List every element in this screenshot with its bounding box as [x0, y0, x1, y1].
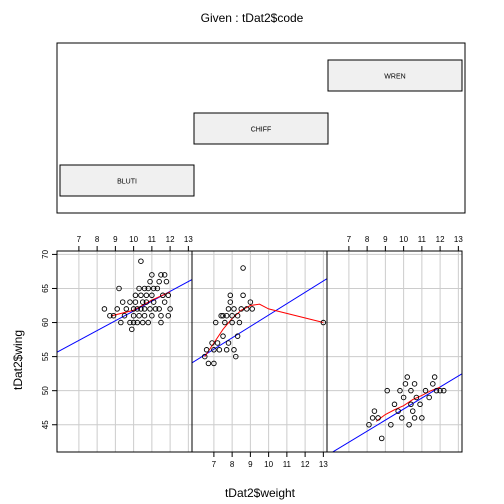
data-point [412, 382, 417, 387]
data-point [204, 347, 209, 352]
data-point [206, 361, 211, 366]
data-point [139, 259, 144, 264]
x-tick-label: 11 [148, 235, 157, 244]
data-point [128, 300, 133, 305]
x-tick-label: 9 [248, 460, 253, 469]
data-point [144, 293, 149, 298]
y-tick-label: 65 [41, 283, 50, 292]
data-point [412, 416, 417, 421]
given-interval-wren: WREN [328, 60, 462, 91]
x-tick-label: 10 [264, 460, 273, 469]
x-tick-label: 7 [347, 235, 352, 244]
x-tick-label: 13 [454, 235, 463, 244]
data-point [142, 313, 147, 318]
x-tick-label: 10 [129, 235, 138, 244]
data-point [241, 293, 246, 298]
panel-bluti [57, 251, 192, 452]
panel-border [327, 251, 462, 452]
data-point [164, 279, 169, 284]
y-axis-label: tDat2$wing [11, 330, 25, 390]
y-tick-label: 55 [41, 352, 50, 361]
data-point [215, 341, 220, 346]
data-point [370, 416, 375, 421]
fit-line [57, 280, 192, 353]
data-point [221, 334, 226, 339]
given-title: Given : tDat2$code [201, 11, 304, 25]
fit-line [192, 279, 327, 363]
data-point [226, 307, 231, 312]
given-interval-label: WREN [384, 74, 405, 81]
x-tick-label: 8 [365, 235, 370, 244]
x-tick-label: 13 [184, 235, 193, 244]
x-tick-label: 8 [230, 460, 235, 469]
panel-wren [327, 251, 462, 455]
x-tick-label: 12 [301, 460, 310, 469]
fit-line [327, 374, 462, 456]
data-point [162, 300, 167, 305]
data-point [431, 382, 436, 387]
conditioning-panels [57, 251, 462, 455]
y-tick-label: 45 [41, 420, 50, 429]
data-point [159, 313, 164, 318]
data-point [226, 341, 231, 346]
data-point [410, 409, 415, 414]
data-point [102, 307, 107, 312]
y-tick-label: 50 [41, 386, 50, 395]
data-point [139, 293, 144, 298]
panel-border [57, 251, 192, 452]
axes: 7 8 9 10 11 12 13 7 8 9 10 11 12 13 7 8 9 10 11 12 13 45 50 55 6… [41, 235, 463, 469]
data-point [224, 347, 229, 352]
x-tick-label: 11 [283, 460, 292, 469]
data-point [217, 347, 222, 352]
data-point [392, 402, 397, 407]
data-point [157, 279, 162, 284]
data-point [432, 375, 437, 380]
x-tick-label: 11 [418, 235, 427, 244]
x-tick-label: 9 [113, 235, 118, 244]
x-tick-label: 9 [383, 235, 388, 244]
y-tick-label: 70 [41, 249, 50, 258]
x-tick-label: 7 [77, 235, 82, 244]
data-point [405, 375, 410, 380]
given-intervals: BLUTI CHIFF WREN [60, 60, 462, 196]
x-tick-label: 13 [319, 460, 328, 469]
data-point [137, 313, 142, 318]
given-interval-label: BLUTI [117, 179, 137, 186]
data-point [379, 436, 384, 441]
y-tick-label: 60 [41, 318, 50, 327]
data-point [241, 266, 246, 271]
panel-chiff [192, 251, 327, 452]
given-interval-chiff: CHIFF [194, 113, 328, 144]
x-tick-label: 12 [166, 235, 175, 244]
given-interval-label: CHIFF [251, 127, 272, 134]
x-tick-label: 7 [212, 460, 217, 469]
data-point [124, 307, 129, 312]
x-tick-label: 12 [436, 235, 445, 244]
x-tick-label: 10 [399, 235, 408, 244]
x-axis-label: tDat2$weight [225, 486, 296, 500]
data-point [427, 395, 432, 400]
data-point [372, 409, 377, 414]
x-tick-label: 8 [95, 235, 100, 244]
data-point [120, 300, 125, 305]
given-interval-bluti: BLUTI [60, 165, 194, 196]
